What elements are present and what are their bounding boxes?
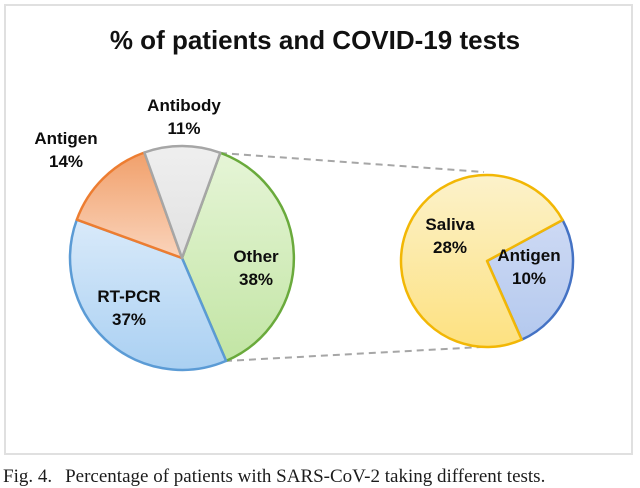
caption-fig-label: Fig. 4. xyxy=(3,466,53,487)
pie1-slice-other xyxy=(180,151,296,363)
label-other-name: Other xyxy=(233,247,279,266)
label-antigen-main: Antigen 14% xyxy=(34,127,97,173)
label-rt-pcr-name: RT-PCR xyxy=(97,287,161,306)
label-other: Other 38% xyxy=(233,245,278,291)
zoom-connector-line xyxy=(224,345,501,362)
caption-text: Percentage of patients with SARS-CoV-2 t… xyxy=(65,466,546,487)
label-antibody-name: Antibody xyxy=(147,96,221,115)
label-antigen-detail-name: Antigen xyxy=(497,246,561,265)
label-antigen-main-pct: 14% xyxy=(48,152,84,171)
label-saliva-pct: 28% xyxy=(432,238,468,257)
figure-caption: Fig. 4. Percentage of patients with SARS-… xyxy=(3,466,545,488)
label-antigen-detail: Antigen 10% xyxy=(497,244,560,290)
pie2-slice-saliva xyxy=(399,173,564,349)
pie1-slice-antibody xyxy=(143,144,222,260)
label-antigen-main-name: Antigen xyxy=(34,129,98,148)
zoom-connector-line xyxy=(219,152,485,173)
label-antigen-detail-pct: 10% xyxy=(511,269,547,288)
label-other-pct: 38% xyxy=(238,270,274,289)
label-antibody-pct: 11% xyxy=(167,119,201,138)
chart-title: % of patients and COVID-19 tests xyxy=(109,25,521,55)
label-antibody: Antibody 11% xyxy=(147,94,221,140)
label-saliva-name: Saliva xyxy=(425,215,475,234)
pie1-slice-antigen xyxy=(75,151,184,260)
label-rt-pcr-pct: 37% xyxy=(111,310,147,329)
pie1-slice-rt-pcr xyxy=(68,218,228,372)
label-rt-pcr: RT-PCR 37% xyxy=(97,285,160,331)
label-saliva: Saliva 28% xyxy=(425,213,474,259)
